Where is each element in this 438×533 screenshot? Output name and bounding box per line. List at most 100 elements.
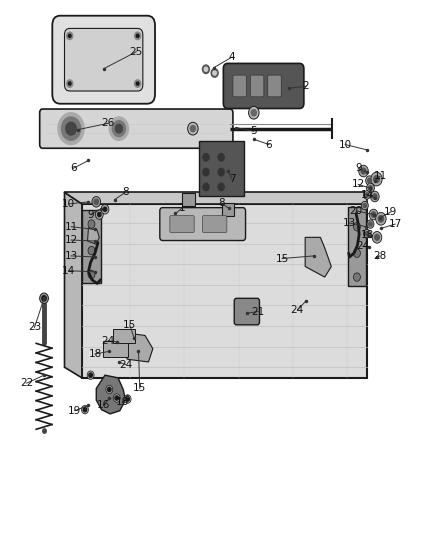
Polygon shape — [88, 228, 99, 244]
Circle shape — [94, 199, 99, 205]
Circle shape — [371, 191, 379, 202]
Circle shape — [365, 231, 369, 236]
Circle shape — [361, 168, 366, 174]
Circle shape — [251, 110, 256, 116]
Polygon shape — [64, 192, 82, 378]
Circle shape — [67, 80, 73, 87]
Circle shape — [110, 117, 128, 140]
Circle shape — [203, 183, 209, 191]
FancyBboxPatch shape — [251, 75, 264, 97]
Circle shape — [67, 32, 73, 39]
Text: 6: 6 — [70, 164, 77, 173]
Circle shape — [218, 154, 224, 161]
Circle shape — [87, 371, 94, 379]
Text: 16: 16 — [97, 400, 110, 410]
Circle shape — [353, 249, 360, 257]
Circle shape — [249, 107, 259, 119]
FancyBboxPatch shape — [40, 109, 233, 148]
FancyBboxPatch shape — [198, 141, 244, 196]
Circle shape — [113, 394, 120, 402]
Text: 18: 18 — [360, 230, 374, 240]
Circle shape — [66, 122, 76, 135]
Circle shape — [363, 204, 367, 208]
Polygon shape — [64, 192, 367, 204]
Circle shape — [203, 154, 209, 161]
Circle shape — [369, 222, 372, 226]
Circle shape — [369, 209, 378, 220]
Circle shape — [103, 207, 107, 212]
Text: 24: 24 — [119, 360, 132, 369]
Circle shape — [113, 120, 125, 136]
FancyBboxPatch shape — [348, 207, 366, 286]
FancyBboxPatch shape — [170, 216, 194, 232]
Circle shape — [365, 193, 369, 197]
Circle shape — [202, 65, 209, 74]
Text: 8: 8 — [218, 198, 225, 208]
FancyBboxPatch shape — [113, 329, 135, 343]
Text: 26: 26 — [101, 118, 115, 128]
Polygon shape — [119, 333, 153, 362]
Text: 4: 4 — [229, 52, 235, 62]
Text: 10: 10 — [62, 199, 75, 209]
Text: 10: 10 — [339, 140, 352, 150]
Circle shape — [42, 296, 46, 301]
Text: 2: 2 — [303, 81, 309, 91]
Circle shape — [40, 293, 48, 304]
Circle shape — [211, 69, 218, 77]
Circle shape — [367, 220, 374, 228]
Circle shape — [61, 117, 81, 140]
Circle shape — [68, 82, 71, 85]
Text: 28: 28 — [374, 251, 387, 261]
FancyBboxPatch shape — [222, 203, 234, 216]
Text: 12: 12 — [64, 235, 78, 245]
Circle shape — [367, 183, 374, 193]
Circle shape — [190, 125, 195, 132]
Circle shape — [134, 80, 141, 87]
Polygon shape — [96, 375, 125, 414]
Circle shape — [134, 32, 141, 39]
Circle shape — [371, 212, 376, 217]
FancyBboxPatch shape — [82, 210, 101, 284]
Text: 22: 22 — [20, 378, 33, 388]
Text: 9: 9 — [355, 164, 362, 173]
Circle shape — [353, 273, 360, 281]
Circle shape — [213, 71, 216, 75]
Circle shape — [115, 396, 118, 400]
Text: 25: 25 — [130, 47, 143, 56]
Circle shape — [81, 406, 88, 414]
Text: 14: 14 — [360, 190, 374, 200]
Circle shape — [367, 178, 371, 183]
Circle shape — [58, 113, 84, 144]
FancyBboxPatch shape — [268, 75, 281, 97]
Circle shape — [203, 168, 209, 176]
Circle shape — [136, 34, 139, 37]
Text: 24: 24 — [291, 305, 304, 315]
FancyBboxPatch shape — [64, 28, 143, 91]
Text: 21: 21 — [251, 306, 265, 317]
Circle shape — [373, 194, 377, 199]
Text: 12: 12 — [352, 179, 365, 189]
Circle shape — [364, 191, 371, 199]
Circle shape — [218, 183, 224, 191]
Text: 23: 23 — [28, 322, 41, 333]
Circle shape — [361, 201, 368, 210]
Circle shape — [89, 373, 92, 377]
Circle shape — [366, 176, 374, 185]
Circle shape — [374, 175, 379, 182]
Circle shape — [218, 168, 224, 176]
Circle shape — [68, 34, 71, 37]
Text: 24: 24 — [356, 241, 369, 252]
FancyBboxPatch shape — [160, 208, 246, 240]
Text: 13: 13 — [343, 218, 356, 228]
Circle shape — [92, 197, 101, 207]
Circle shape — [106, 385, 113, 394]
Text: 20: 20 — [350, 206, 363, 216]
Circle shape — [353, 222, 360, 231]
Text: 19: 19 — [68, 406, 81, 416]
Circle shape — [204, 67, 208, 71]
Text: 9: 9 — [87, 209, 94, 220]
Circle shape — [378, 216, 384, 222]
Circle shape — [124, 395, 131, 403]
Circle shape — [371, 172, 382, 186]
Circle shape — [126, 397, 129, 401]
